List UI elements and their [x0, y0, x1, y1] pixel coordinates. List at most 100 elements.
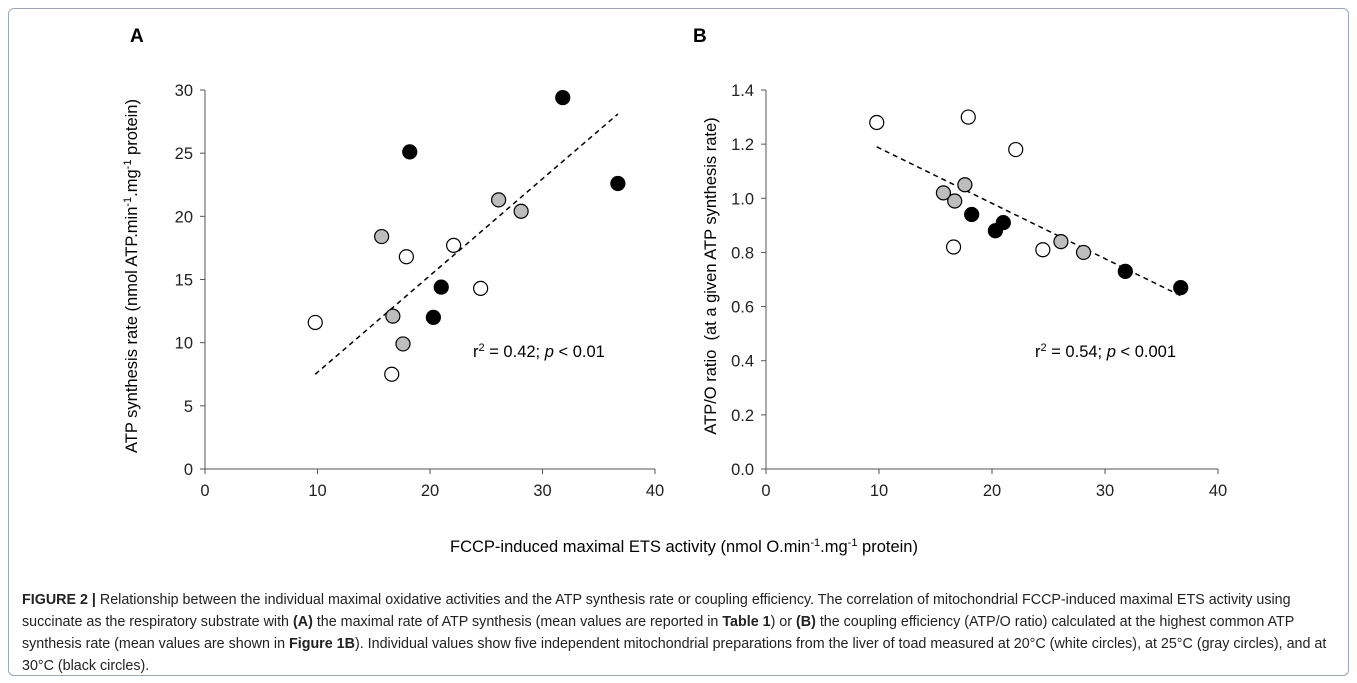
panel-a-point-white: [398, 249, 414, 265]
panel-b-point-white: [1008, 141, 1024, 158]
panel-a-point-gray: [513, 203, 529, 219]
panel-b-point-black: [1117, 263, 1133, 279]
panel-a-annotation-eq: = 0.42;: [485, 343, 545, 361]
panel-b-point-gray: [1053, 234, 1069, 250]
caption-figure-label: FIGURE 2 |: [22, 592, 96, 608]
panel-a-points: [307, 89, 626, 382]
caption-text-3: ) or: [770, 614, 796, 630]
panel-b-point-gray: [935, 185, 952, 201]
panel-a-ylabel: ATP synthesis rate (nmol ATP.min-1.mg-1 …: [122, 99, 141, 453]
panel-b-annotation-p: p: [1106, 343, 1116, 361]
panel-a-point-black: [610, 175, 626, 192]
panel-a-y-tick-label: 0: [184, 461, 193, 479]
caption-text-5: ). Individual values show five independe…: [22, 636, 1327, 674]
panel-a-point-black: [555, 89, 571, 106]
figure-caption: FIGURE 2 | Relationship between the indi…: [22, 589, 1342, 677]
panel-a-trend-line: [314, 113, 619, 375]
panel-a-point-black: [425, 309, 441, 325]
panel-b-annotation: r2 = 0.54; p < 0.001: [1035, 342, 1176, 361]
panel-a-trendline: [314, 113, 619, 375]
panel-a-ylabel-pre: ATP synthesis rate (nmol ATP.min: [123, 207, 141, 453]
panel-a: A ATP synthesis rate (nmol ATP.min-1.mg-…: [122, 26, 664, 500]
panel-b: B ATP/O ratio (at a given ATP synthesis …: [693, 26, 1227, 500]
panel-a-y-tick-label: 25: [175, 145, 193, 163]
figure-charts: A ATP synthesis rate (nmol ATP.min-1.mg-…: [122, 26, 1227, 556]
panel-b-point-white: [945, 239, 962, 255]
panel-a-point-white: [307, 314, 323, 331]
caption-text-1: Relationship between the individual maxi…: [22, 592, 1291, 630]
panel-a-y-tick-label: 10: [175, 335, 193, 353]
panel-b-y-tick-label: 1.0: [731, 190, 754, 208]
panel-b-trendline: [876, 146, 1182, 297]
shared-xlabel-sup2: -1: [848, 537, 858, 549]
panel-b-annotation-r: r: [1035, 343, 1041, 361]
panel-a-ylabel-post: protein): [123, 99, 141, 160]
panel-b-points: [869, 109, 1189, 296]
shared-xlabel-post: protein): [857, 538, 918, 556]
panel-a-annotation-p: p: [544, 343, 554, 361]
panel-a-point-white: [446, 237, 462, 253]
panel-b-x-tick-label: 10: [870, 482, 888, 500]
panel-b-point-gray: [947, 193, 963, 209]
panel-b-x-tick-label: 40: [1209, 482, 1227, 500]
panel-b-y-tick-label: 1.4: [731, 82, 754, 100]
panel-b-annotation-eq: = 0.54;: [1047, 343, 1107, 361]
panel-b-point-black: [995, 215, 1011, 231]
figure-frame: [8, 8, 1349, 676]
panel-b-y-tick-label: 0.8: [731, 244, 754, 262]
panel-b-point-white: [1035, 242, 1051, 258]
panel-a-point-black: [402, 144, 418, 160]
panel-a-x-tick-label: 40: [646, 482, 664, 500]
panel-b-point-black: [964, 206, 980, 223]
panel-a-point-white: [384, 366, 400, 382]
panel-label-a: A: [130, 26, 144, 47]
panel-a-annotation-r: r: [473, 343, 479, 361]
panel-a-point-gray: [395, 336, 411, 352]
panel-b-trend-line: [876, 146, 1182, 297]
caption-link-figure-1b[interactable]: Figure 1B: [289, 636, 355, 652]
panel-b-y-tick-label: 1.2: [731, 136, 754, 154]
panel-a-x-tick-label: 30: [533, 482, 551, 500]
panel-b-y-tick-label: 0.6: [731, 299, 754, 317]
caption-text-2: the maximal rate of ATP synthesis (mean …: [312, 614, 723, 630]
shared-xlabel-mid: .mg: [820, 538, 848, 556]
panel-b-point-black: [1173, 280, 1189, 296]
panel-b-x-tick-label: 30: [1096, 482, 1114, 500]
panel-b-axes: 0.0 0.2 0.4 0.6 0.8 1.0 1.2 1.4 0 10 20 30 40: [731, 82, 1227, 500]
shared-xlabel: FCCP-induced maximal ETS activity (nmol …: [450, 537, 918, 556]
svg-text:ATP synthesis rate (nmol ATP.m: ATP synthesis rate (nmol ATP.min-1.mg-1 …: [122, 99, 141, 453]
shared-xlabel-pre: FCCP-induced maximal ETS activity (nmol …: [450, 538, 810, 556]
panel-a-point-gray: [491, 192, 507, 208]
shared-xlabel-sup1: -1: [810, 537, 820, 549]
panel-b-annotation-rest: < 0.001: [1116, 343, 1176, 361]
panel-b-annotation-sup: 2: [1041, 342, 1047, 354]
panel-b-point-white: [869, 114, 885, 131]
panel-a-ylabel-sup1: -1: [122, 197, 134, 207]
caption-link-table-1[interactable]: Table 1: [722, 614, 771, 630]
panel-b-y-tick-label: 0.0: [731, 461, 754, 479]
panel-a-y-tick-label: 15: [175, 272, 193, 290]
panel-a-point-white: [473, 280, 489, 296]
panel-a-annotation-rest: < 0.01: [554, 343, 605, 361]
panel-a-ylabel-sup2: -1: [122, 160, 134, 170]
panel-a-x-tick-label: 10: [308, 482, 326, 500]
panel-a-ylabel-mid: .mg: [123, 169, 141, 197]
panel-b-point-gray: [1075, 244, 1092, 261]
panel-a-x-tick-label: 20: [421, 482, 439, 500]
panel-b-y-tick-label: 0.2: [731, 407, 754, 425]
panel-a-axes: 0 5 10 15 20 25 30 0 10 20 30 40: [175, 82, 665, 500]
panel-b-x-tick-label: 0: [761, 482, 770, 500]
panel-b-point-gray: [957, 177, 973, 193]
panel-label-b: B: [693, 26, 707, 47]
panel-a-annotation: r2 = 0.42; p < 0.01: [473, 342, 605, 361]
panel-a-x-tick-label: 0: [200, 482, 209, 500]
panel-b-y-tick-label: 0.4: [731, 353, 754, 371]
panel-a-y-tick-label: 30: [175, 82, 193, 100]
panel-a-y-tick-label: 5: [184, 398, 193, 416]
panel-a-annotation-sup: 2: [479, 342, 485, 354]
panel-a-y-tick-label: 20: [175, 208, 193, 226]
panel-a-point-gray: [374, 228, 390, 245]
panel-b-point-white: [960, 109, 976, 125]
panel-b-ylabel: ATP/O ratio (at a given ATP synthesis ra…: [702, 117, 720, 434]
panel-a-point-gray: [385, 308, 401, 324]
